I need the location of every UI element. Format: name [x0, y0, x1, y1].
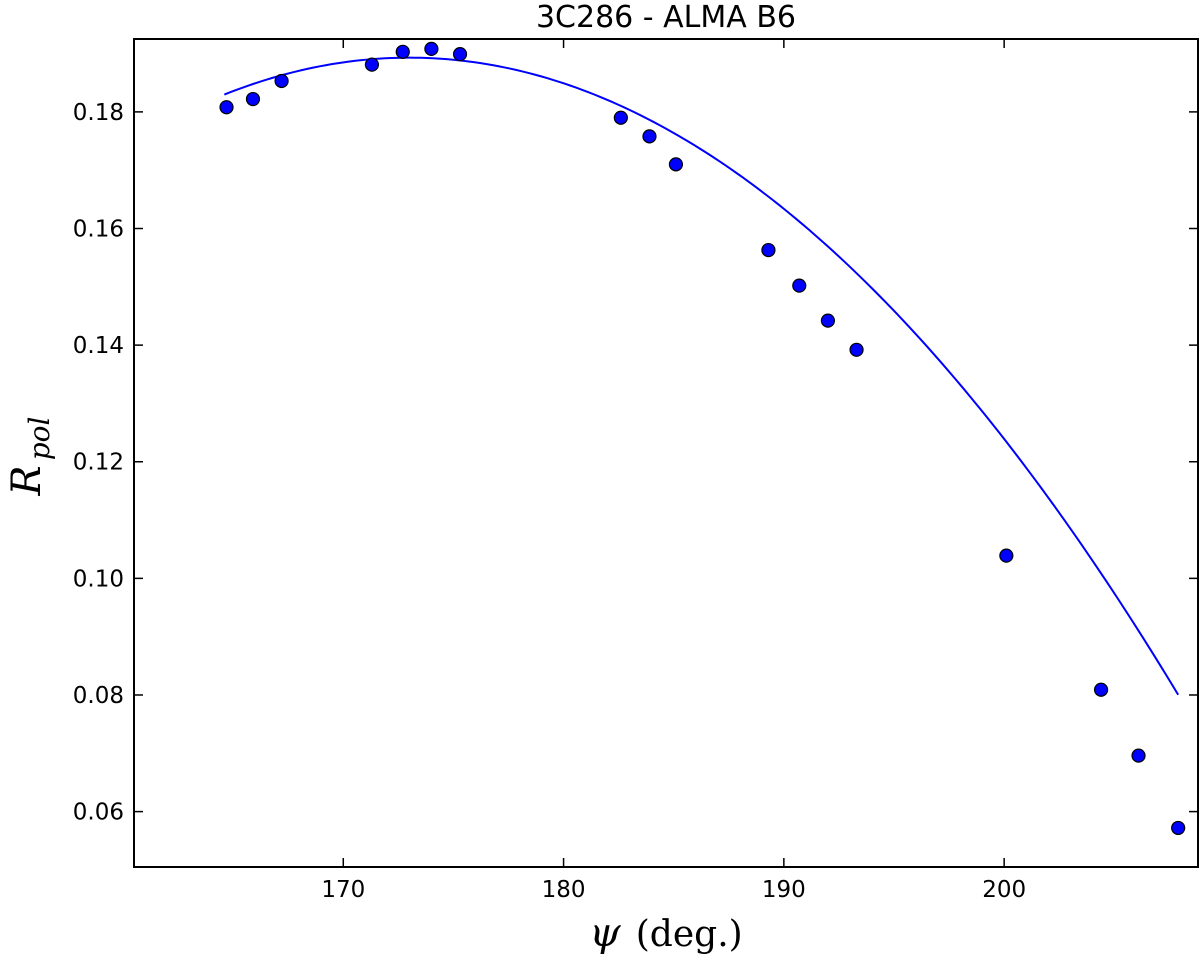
y-tick-label: 0.18 [73, 100, 124, 126]
fit-curve-line [223, 56, 1180, 696]
plot-area [219, 41, 1186, 836]
y-axis-symbol: R [4, 465, 50, 496]
data-point [395, 44, 410, 59]
chart-title: 3C286 - ALMA B6 [536, 0, 796, 35]
y-tick-label: 0.08 [73, 683, 124, 709]
x-axis-unit: (deg.) [636, 914, 743, 954]
data-point [668, 157, 684, 172]
data-point [1093, 682, 1109, 697]
data-point [1171, 820, 1186, 836]
x-tick-label: 200 [982, 877, 1026, 903]
x-tick-label: 180 [542, 877, 586, 903]
axis-ticks [134, 39, 1198, 867]
y-axis-label: R pol [4, 417, 56, 497]
data-point [642, 129, 657, 144]
x-axis-label: ψ (deg.) [589, 910, 742, 954]
data-point [1131, 748, 1146, 763]
data-point [274, 73, 289, 89]
y-tick-label: 0.16 [73, 217, 124, 243]
data-point [424, 41, 439, 57]
y-tick-label: 0.14 [73, 333, 124, 359]
data-point [792, 278, 807, 293]
y-tick-label: 0.10 [73, 566, 124, 592]
x-tick-label: 190 [762, 877, 806, 903]
x-tick-label: 170 [321, 877, 365, 903]
data-point [999, 548, 1014, 563]
data-point [364, 57, 380, 72]
data-point [452, 47, 468, 62]
data-point [613, 110, 628, 125]
y-tick-label: 0.06 [73, 800, 124, 826]
x-axis-symbol: ψ [589, 910, 621, 954]
plot-frame [133, 38, 1199, 868]
y-axis-subscript: pol [23, 417, 56, 461]
data-point [820, 313, 836, 328]
y-tick-label: 0.12 [73, 450, 124, 476]
data-point [219, 100, 234, 115]
data-point [761, 242, 776, 258]
data-point [849, 342, 864, 357]
data-point [245, 91, 261, 107]
